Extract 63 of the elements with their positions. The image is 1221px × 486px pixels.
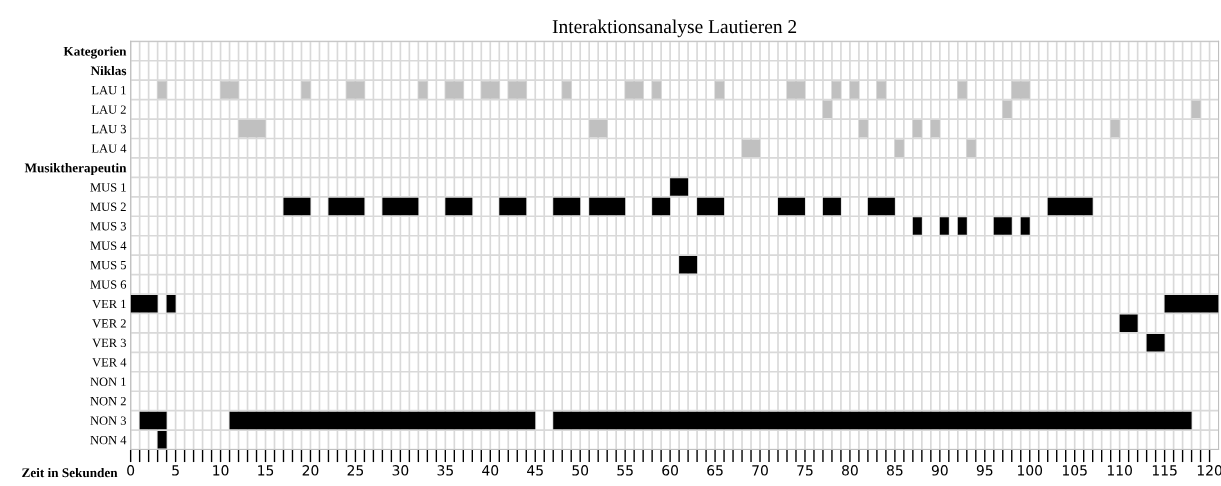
x-tick-label: 85 [886, 465, 903, 476]
y-tick-label: NON 2 [90, 397, 126, 406]
y-tick-label: VER 4 [92, 358, 127, 367]
y-tick-label: VER 1 [92, 299, 126, 309]
bar [876, 81, 886, 99]
x-tick-label: 10 [213, 465, 229, 476]
y-tick-label: VER 2 [92, 319, 126, 328]
y-tick-label: LAU 2 [91, 105, 126, 114]
x-tick-label: 120 [1197, 465, 1221, 476]
bar [1110, 120, 1120, 138]
bar [130, 295, 158, 313]
bar [957, 81, 967, 99]
x-tick-label: 35 [437, 465, 453, 476]
bar [670, 178, 689, 196]
bar [1146, 333, 1165, 352]
y-tick-label: LAU 4 [91, 144, 127, 153]
x-tick-label: 20 [302, 465, 319, 476]
bar [283, 197, 311, 216]
y-tick-label: MUS 1 [90, 183, 126, 192]
x-tick-label: 95 [976, 465, 993, 476]
y-tick-label: NON 3 [90, 416, 126, 425]
y-tick-label: MUS 2 [90, 202, 126, 212]
y-tick-label: MUS 3 [90, 222, 126, 231]
x-tick-label: 50 [572, 465, 589, 476]
y-tick-label: VER 3 [92, 338, 126, 348]
x-tick-label: 5 [172, 465, 179, 476]
x-tick-label: 105 [1062, 465, 1087, 476]
y-tick-label: Niklas [90, 65, 127, 76]
x-tick-label: 55 [617, 465, 633, 476]
bar [139, 411, 167, 430]
x-tick-label: 110 [1107, 465, 1132, 476]
x-tick-label: 25 [347, 465, 364, 476]
x-tick-label: 15 [258, 465, 274, 476]
bar [912, 217, 922, 235]
y-tick-label: Musiktherapeutin [24, 163, 127, 176]
x-tick-label: 30 [392, 465, 409, 476]
x-tick-label: 115 [1152, 465, 1177, 476]
y-tick-label: MUS 4 [90, 241, 127, 250]
x-tick-label: 45 [527, 465, 543, 476]
x-tick-label: 0 [127, 465, 135, 476]
y-tick-label: MUS 5 [90, 260, 126, 270]
bar [1119, 314, 1138, 332]
bar [831, 81, 841, 99]
x-axis-title: Zeit in Sekunden [22, 467, 118, 478]
x-tick-label: 70 [752, 465, 768, 476]
y-tick-label: Kategorien [63, 46, 127, 59]
y-tick-label: LAU 1 [91, 85, 126, 95]
x-tick-label: 80 [842, 465, 858, 476]
bar [445, 81, 464, 99]
bar [1011, 81, 1030, 99]
x-tick-label: 75 [797, 465, 813, 476]
x-tick-label: 100 [1018, 465, 1043, 476]
bar [679, 256, 698, 274]
y-tick-label: MUS 6 [90, 280, 127, 289]
x-tick-label: 40 [482, 465, 499, 476]
chart-title: Interaktionsanalyse Lautieren 2 [552, 19, 797, 38]
x-tick-label: 65 [707, 465, 723, 476]
y-tick-label: NON 1 [90, 377, 126, 386]
bar [849, 81, 859, 99]
x-tick-label: 90 [931, 465, 948, 476]
y-tick-label: LAU 3 [91, 124, 126, 134]
x-tick-label: 60 [662, 465, 679, 476]
y-tick-label: NON 4 [90, 435, 127, 445]
